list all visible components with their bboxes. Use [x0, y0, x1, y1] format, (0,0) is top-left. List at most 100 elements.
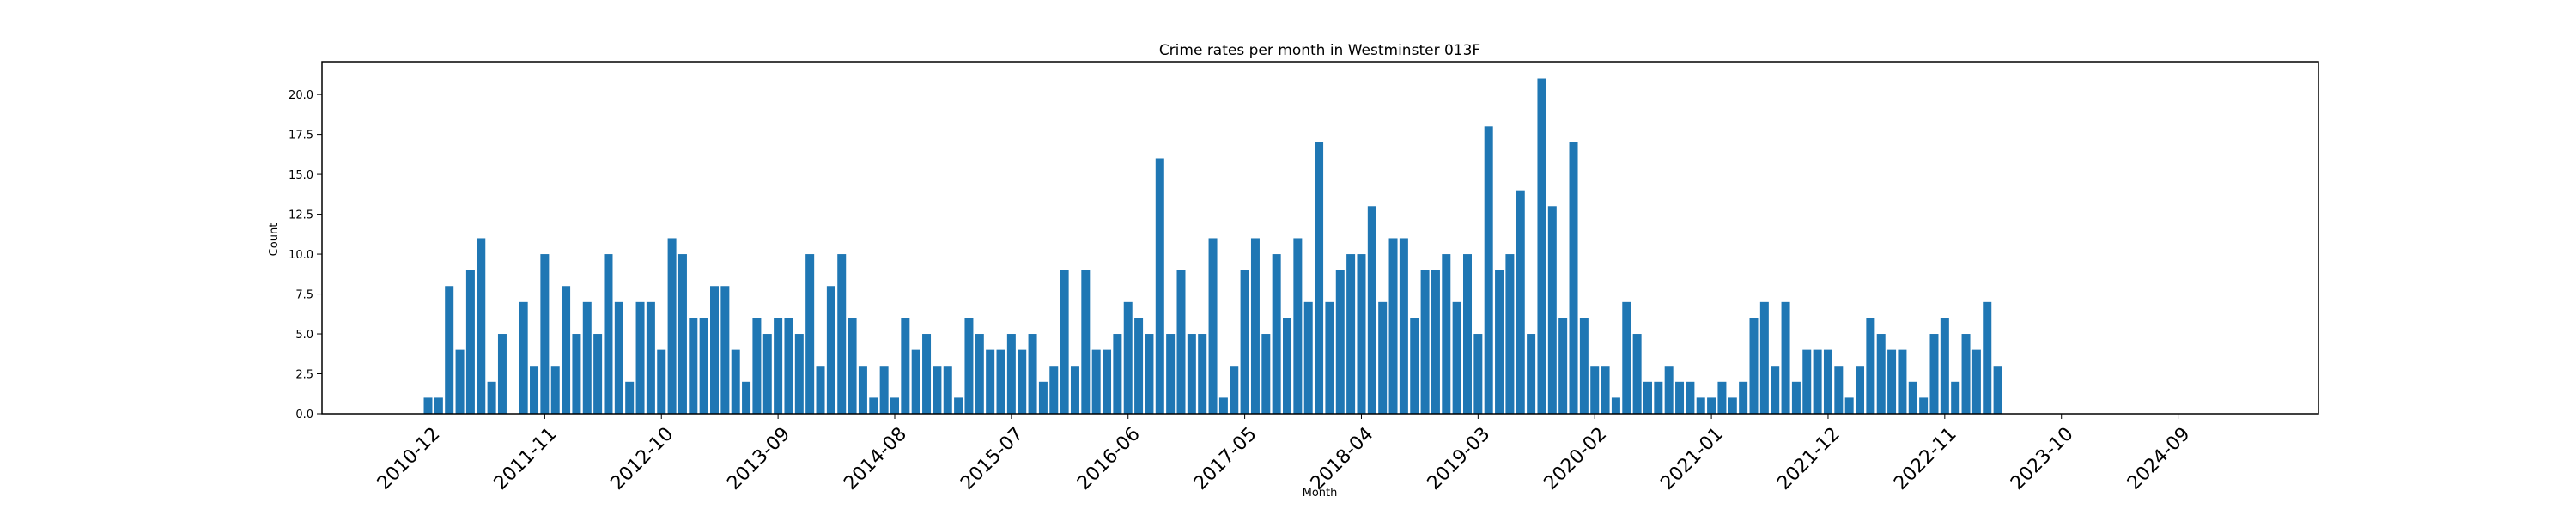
bar: [784, 318, 793, 414]
bar: [1473, 334, 1483, 414]
bar: [1961, 334, 1971, 414]
bar: [1442, 254, 1451, 414]
bar: [1230, 366, 1239, 414]
bar: [1898, 349, 1907, 414]
bar: [667, 238, 677, 414]
bar: [646, 301, 655, 414]
bar: [1696, 397, 1705, 414]
bar: [1410, 318, 1419, 414]
y-tick-label: 20.0: [289, 89, 313, 102]
bar: [497, 334, 507, 414]
bar: [1484, 126, 1493, 414]
bar: [540, 254, 550, 414]
y-axis-label: Count: [268, 223, 281, 257]
x-axis-label: Month: [1303, 487, 1338, 500]
bar: [1728, 397, 1737, 414]
bar: [911, 349, 920, 414]
bar: [1018, 349, 1027, 414]
bar: [1134, 318, 1144, 414]
bar: [762, 334, 772, 414]
bar: [1856, 366, 1865, 414]
bar: [1929, 334, 1939, 414]
chart-title: Crime rates per month in Westminster 013…: [1159, 42, 1480, 59]
bar: [1103, 349, 1112, 414]
bar: [1367, 206, 1376, 414]
bar: [1452, 301, 1461, 414]
bar: [1993, 366, 2002, 414]
bar: [1187, 334, 1196, 414]
y-tick-label: 17.5: [289, 130, 313, 142]
bar: [423, 397, 433, 414]
bar: [1091, 349, 1101, 414]
bar: [550, 366, 560, 414]
bar: [1315, 142, 1324, 414]
bar: [848, 318, 857, 414]
bar: [1283, 318, 1292, 414]
bar: [1335, 270, 1345, 414]
bar: [901, 318, 910, 414]
bar: [1558, 318, 1568, 414]
bar: [604, 254, 613, 414]
bar: [445, 286, 454, 414]
bar: [794, 334, 804, 414]
bar: [710, 286, 719, 414]
bar: [964, 318, 974, 414]
bar: [1293, 238, 1303, 414]
bar: [975, 334, 984, 414]
bar: [1759, 301, 1769, 414]
bar: [1070, 366, 1079, 414]
bar: [465, 270, 475, 414]
bar: [1155, 158, 1164, 415]
y-tick-label: 2.5: [295, 369, 313, 382]
bar: [1060, 270, 1069, 414]
bar: [593, 334, 603, 414]
bar: [1579, 318, 1589, 414]
bar: [1611, 397, 1620, 414]
bar: [1919, 397, 1929, 414]
bar: [1749, 318, 1759, 414]
bar: [826, 286, 835, 414]
bar: [1940, 318, 1949, 414]
bar: [1218, 397, 1228, 414]
plot-frame: [321, 61, 2319, 415]
bar: [1378, 301, 1388, 414]
bar: [1781, 301, 1790, 414]
bar: [657, 349, 666, 414]
bar: [731, 349, 740, 414]
bar: [879, 366, 889, 414]
bar: [689, 318, 698, 414]
bar: [519, 301, 528, 414]
bars-group: [423, 78, 2002, 415]
y-tick-label: 5.0: [295, 329, 313, 342]
bar: [1844, 397, 1854, 414]
bar: [562, 286, 571, 414]
bar: [1505, 254, 1515, 414]
bar: [1739, 381, 1748, 414]
bar: [1325, 301, 1334, 414]
bar: [1357, 254, 1366, 414]
bar: [1250, 238, 1260, 414]
bar: [635, 301, 645, 414]
bar: [805, 254, 815, 414]
bar: [487, 381, 496, 414]
bar: [1802, 349, 1812, 414]
bar: [677, 254, 687, 414]
y-tick-label: 0.0: [295, 409, 313, 421]
bar: [1547, 206, 1557, 414]
bar: [1303, 301, 1313, 414]
y-tick-label: 15.0: [289, 169, 313, 182]
bar: [1717, 381, 1727, 414]
y-tick-label: 7.5: [295, 289, 313, 302]
bar: [1038, 381, 1048, 414]
bar: [1707, 397, 1716, 414]
bar: [742, 381, 751, 414]
bar: [1145, 334, 1154, 414]
bar: [1388, 238, 1398, 414]
bar: [933, 366, 942, 414]
bar: [774, 318, 783, 414]
bar: [1771, 366, 1780, 414]
bar: [1495, 270, 1504, 414]
bar: [943, 366, 952, 414]
y-axis-ticks: 0.0 2.5 5.0 7.5 10.0 12.5 15.0 17.5 20.0: [289, 89, 322, 421]
bar: [1866, 318, 1875, 414]
